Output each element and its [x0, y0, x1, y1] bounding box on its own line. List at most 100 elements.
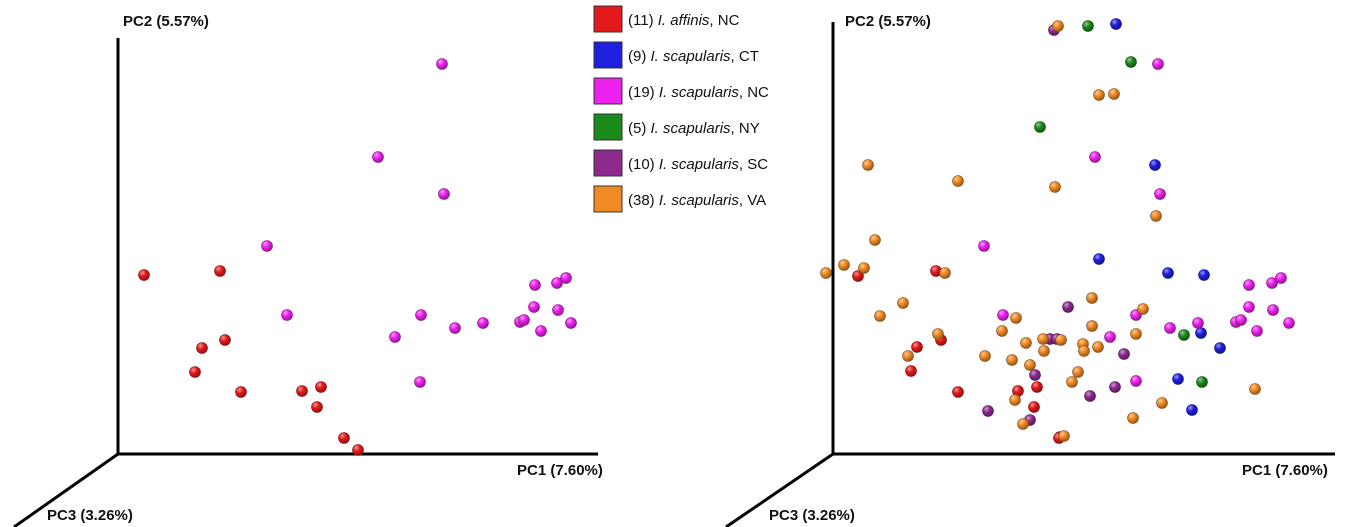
right-point-11-i-affinis-nc [905, 365, 917, 377]
left-point-19-i-scapularis-nc [535, 325, 547, 337]
legend-label: (19) I. scapularis, NC [628, 84, 769, 101]
left-point-19-i-scapularis-nc [389, 331, 401, 343]
right-point-38-i-scapularis-va [1020, 337, 1032, 349]
right-point-9-i-scapularis-ct [1186, 404, 1198, 416]
right-point-11-i-affinis-nc [1028, 401, 1040, 413]
right-point-19-i-scapularis-nc [1089, 151, 1101, 163]
left-point-19-i-scapularis-nc [414, 376, 426, 388]
left-point-19-i-scapularis-nc [281, 309, 293, 321]
right-point-9-i-scapularis-ct [1093, 253, 1105, 265]
left-point-19-i-scapularis-nc [528, 301, 540, 313]
left-point-11-i-affinis-nc [315, 381, 327, 393]
legend-species: I. scapularis [651, 120, 732, 137]
right-point-19-i-scapularis-nc [1130, 375, 1142, 387]
right-point-38-i-scapularis-va [932, 328, 944, 340]
legend-label: (11) I. affinis, NC [628, 12, 740, 29]
right-point-38-i-scapularis-va [1130, 328, 1142, 340]
right-point-9-i-scapularis-ct [1195, 327, 1207, 339]
left-point-11-i-affinis-nc [214, 265, 226, 277]
right-point-38-i-scapularis-va [838, 259, 850, 271]
right-pc3-label: PC3 (3.26%) [769, 507, 855, 524]
right-point-38-i-scapularis-va [996, 325, 1008, 337]
right-point-9-i-scapularis-ct [1149, 159, 1161, 171]
right-point-19-i-scapularis-nc [1104, 331, 1116, 343]
legend-count: (9) [628, 48, 651, 65]
left-point-19-i-scapularis-nc [372, 151, 384, 163]
right-point-38-i-scapularis-va [1049, 181, 1061, 193]
right-point-38-i-scapularis-va [1017, 418, 1029, 430]
left-axis-pc1-pc2 [116, 38, 598, 456]
right-point-19-i-scapularis-nc [997, 309, 1009, 321]
right-point-38-i-scapularis-va [1092, 341, 1104, 353]
right-point-38-i-scapularis-va [1066, 376, 1078, 388]
left-point-19-i-scapularis-nc [261, 240, 273, 252]
legend-species: I. scapularis [659, 156, 740, 173]
left-point-19-i-scapularis-nc [438, 188, 450, 200]
legend-site: , CT [731, 48, 759, 65]
right-pc1-label: PC1 (7.60%) [1242, 462, 1328, 479]
left-pc2-label: PC2 (5.57%) [123, 13, 209, 30]
right-point-19-i-scapularis-nc [1235, 314, 1247, 326]
left-point-11-i-affinis-nc [338, 432, 350, 444]
right-point-38-i-scapularis-va [1024, 359, 1036, 371]
legend-species: I. scapularis [659, 84, 740, 101]
right-pc2-label: PC2 (5.57%) [845, 13, 931, 30]
left-scatter-points [138, 58, 577, 456]
right-point-11-i-affinis-nc [911, 341, 923, 353]
right-point-38-i-scapularis-va [952, 175, 964, 187]
left-point-11-i-affinis-nc [138, 269, 150, 281]
right-point-10-i-scapularis-sc [1084, 390, 1096, 402]
right-point-38-i-scapularis-va [902, 350, 914, 362]
right-point-10-i-scapularis-sc [982, 405, 994, 417]
right-point-38-i-scapularis-va [979, 350, 991, 362]
right-point-38-i-scapularis-va [1052, 20, 1064, 32]
right-point-38-i-scapularis-va [939, 267, 951, 279]
legend-swatch [593, 113, 623, 141]
right-point-9-i-scapularis-ct [1162, 267, 1174, 279]
left-point-11-i-affinis-nc [196, 342, 208, 354]
left-point-19-i-scapularis-nc [560, 272, 572, 284]
right-point-5-i-scapularis-ny [1082, 20, 1094, 32]
left-point-19-i-scapularis-nc [529, 279, 541, 291]
legend-site: , NY [731, 120, 760, 137]
left-panel: PC2 (5.57%) PC1 (7.60%) PC3 (3.26%) [13, 13, 603, 527]
right-point-19-i-scapularis-nc [1243, 301, 1255, 313]
left-point-19-i-scapularis-nc [551, 277, 563, 289]
legend: (11) I. affinis, NC(9) I. scapularis, CT… [593, 5, 769, 213]
legend-count: (5) [628, 120, 651, 137]
right-point-38-i-scapularis-va [897, 297, 909, 309]
right-point-9-i-scapularis-ct [1110, 18, 1122, 30]
left-point-11-i-affinis-nc [235, 386, 247, 398]
legend-label: (38) I. scapularis, VA [628, 192, 766, 209]
right-point-10-i-scapularis-sc [1118, 348, 1130, 360]
left-point-19-i-scapularis-nc [449, 322, 461, 334]
legend-species: I. scapularis [659, 192, 740, 209]
left-point-11-i-affinis-nc [189, 366, 201, 378]
right-point-19-i-scapularis-nc [1283, 317, 1295, 329]
legend-count: (11) [628, 12, 658, 29]
right-point-11-i-affinis-nc [1031, 381, 1043, 393]
right-point-38-i-scapularis-va [874, 310, 886, 322]
legend-count: (38) [628, 192, 659, 209]
right-point-9-i-scapularis-ct [1172, 373, 1184, 385]
right-point-19-i-scapularis-nc [1267, 304, 1279, 316]
legend-site: , SC [739, 156, 768, 173]
left-axis-pc3 [13, 452, 119, 527]
right-point-38-i-scapularis-va [1093, 89, 1105, 101]
legend-label: (10) I. scapularis, SC [628, 156, 768, 173]
right-point-5-i-scapularis-ny [1178, 329, 1190, 341]
legend-label: (9) I. scapularis, CT [628, 48, 759, 65]
legend-species: I. scapularis [651, 48, 732, 65]
right-point-38-i-scapularis-va [1009, 394, 1021, 406]
left-point-19-i-scapularis-nc [415, 309, 427, 321]
right-point-38-i-scapularis-va [1038, 345, 1050, 357]
right-point-19-i-scapularis-nc [1192, 317, 1204, 329]
right-point-10-i-scapularis-sc [1062, 301, 1074, 313]
right-point-38-i-scapularis-va [820, 267, 832, 279]
left-point-11-i-affinis-nc [352, 444, 364, 456]
right-point-38-i-scapularis-va [1006, 354, 1018, 366]
legend-swatch [593, 77, 623, 105]
right-point-19-i-scapularis-nc [1275, 272, 1287, 284]
right-point-38-i-scapularis-va [1127, 412, 1139, 424]
left-point-11-i-affinis-nc [311, 401, 323, 413]
